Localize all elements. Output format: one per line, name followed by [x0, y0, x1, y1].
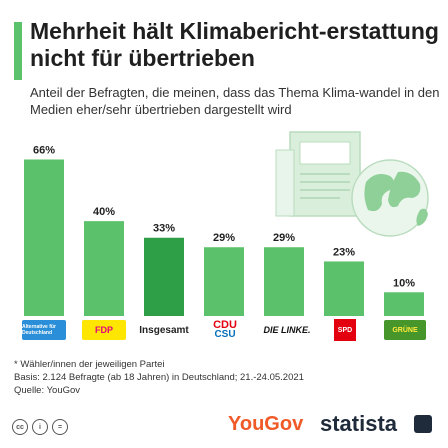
bar-value-label: 40% — [93, 206, 115, 218]
afd-logo: Alternative für Deutschland — [22, 320, 66, 340]
gruene-logo: GRÜNE — [384, 320, 426, 340]
footnote-source: Quelle: YouGov — [14, 385, 81, 396]
chart-title: Mehrheit hält Klimabericht-erstattung ni… — [30, 18, 439, 71]
bar-die-linke- — [264, 247, 304, 316]
fdp-logo: FDP — [82, 320, 126, 340]
statista-mark-icon — [414, 415, 432, 433]
footnote-basis: Basis: 2.124 Befragte (ab 18 Jahren) in … — [14, 372, 304, 383]
bar-value-label: 29% — [213, 232, 235, 244]
bar-spd — [324, 261, 364, 316]
bar-value-label: 23% — [333, 246, 355, 258]
bar-value-label: 33% — [153, 223, 175, 235]
footnotes: * Wähler/innen der jeweiligen Partei Bas… — [14, 358, 304, 397]
cc-icon: cc — [12, 419, 28, 435]
newspaper-globe-illustration — [275, 131, 429, 237]
bar-value-label: 29% — [273, 232, 295, 244]
linke-logo: DIE LINKE. — [263, 325, 311, 335]
statista-logo: statista — [320, 411, 398, 436]
yougov-logo: YouGov — [228, 413, 304, 435]
cdu-csu-logo: CDU CSU — [213, 319, 237, 340]
title-accent-bar — [14, 22, 22, 80]
bar-value-label: 66% — [33, 144, 55, 156]
attribution-icon: i — [32, 419, 48, 435]
no-derivatives-icon: = — [52, 419, 68, 435]
footer: cc i = YouGov statista — [0, 403, 448, 448]
bar-insgesamt — [144, 237, 184, 316]
cc-license-icons[interactable]: cc i = — [12, 419, 68, 435]
chart-subtitle: Anteil der Befragten, die meinen, dass d… — [30, 85, 440, 117]
bar-afd — [24, 159, 64, 316]
bar-value-label: 10% — [393, 277, 415, 289]
insgesamt-label: Insgesamt — [139, 324, 189, 336]
footnote-voters: * Wähler/innen der jeweiligen Partei — [14, 359, 165, 370]
bar-gr-ne — [384, 292, 424, 316]
spd-logo: SPD — [334, 319, 356, 341]
bar-fdp — [84, 221, 124, 316]
bar-cdu-csu — [204, 247, 244, 316]
